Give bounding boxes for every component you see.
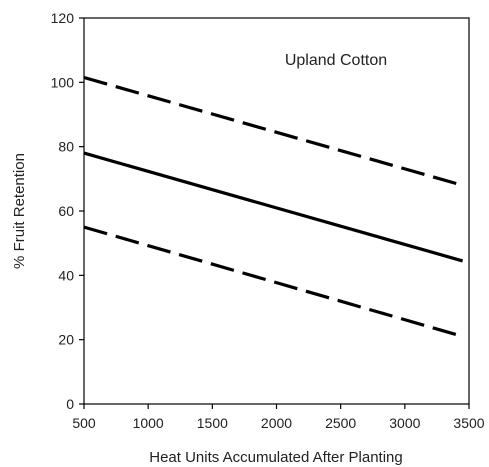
x-tick-label: 1500 bbox=[197, 415, 228, 431]
y-tick-label: 20 bbox=[58, 332, 74, 348]
x-tick-label: 1000 bbox=[133, 415, 164, 431]
solid-line-2 bbox=[83, 151, 464, 263]
x-tick-label: 2500 bbox=[325, 415, 356, 431]
annotation-upland-cotton: Upland Cotton bbox=[285, 52, 387, 69]
x-tick-label: 500 bbox=[72, 415, 96, 431]
y-tick-label: 40 bbox=[58, 267, 74, 283]
y-tick-label: 60 bbox=[58, 203, 74, 219]
x-tick-label: 2000 bbox=[261, 415, 292, 431]
x-axis-label: Heat Units Accumulated After Planting bbox=[149, 449, 402, 466]
plot-area bbox=[83, 17, 470, 405]
y-tick-label: 0 bbox=[66, 396, 74, 412]
y-tick-label: 100 bbox=[51, 74, 75, 90]
x-tick-label: 3000 bbox=[389, 415, 420, 431]
y-tick-label: 80 bbox=[58, 139, 74, 155]
y-axis-label: % Fruit Retention bbox=[11, 153, 28, 269]
series-layer bbox=[83, 75, 464, 338]
x-axis-ticks: 500 1000 1500 2000 2500 3000 3500 bbox=[72, 404, 485, 431]
y-axis-ticks: 0 20 40 60 80 100 120 bbox=[51, 10, 84, 412]
y-tick-label: 120 bbox=[51, 10, 75, 26]
x-tick-label: 3500 bbox=[453, 415, 484, 431]
